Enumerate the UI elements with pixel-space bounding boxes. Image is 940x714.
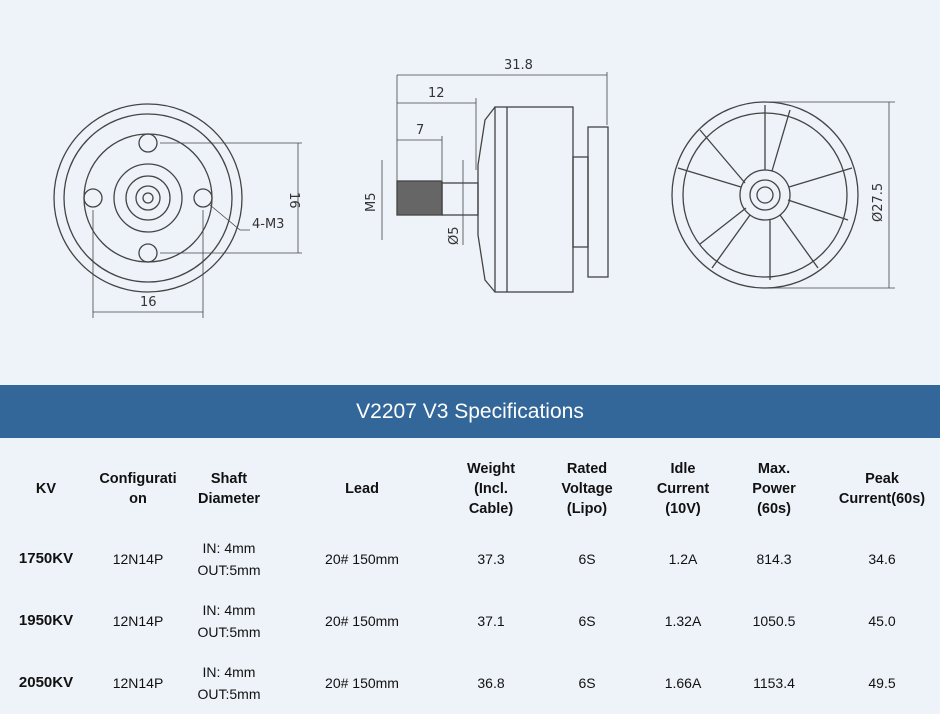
column-header: Max. Power (60s) <box>752 461 796 517</box>
shaft-out-value: OUT:5mm <box>197 562 261 578</box>
shaft-diameter-label: Ø5 <box>447 226 462 245</box>
column-header: Shaft Diameter <box>197 471 261 507</box>
shaft-in-value: IN: 4mm <box>202 540 256 556</box>
weight-cell: 36.8 <box>477 675 505 691</box>
top-view-drawing <box>671 101 895 289</box>
thread-label: M5 <box>364 193 379 213</box>
voltage-cell: 6S <box>578 551 596 567</box>
column-header: Idle Current (10V) <box>656 461 710 517</box>
side-view-drawing <box>381 72 609 293</box>
bell-diameter-label: Ø27.5 <box>871 183 886 222</box>
specifications-table: KV Configurati on Shaft Diameter Lead We… <box>0 450 940 714</box>
lead-cell: 20# 150mm <box>325 675 399 691</box>
shaft-cell: IN: 4mm OUT:5mm <box>184 528 274 590</box>
max-power-cell: 814.3 <box>756 551 792 567</box>
weight-cell: 37.1 <box>477 613 505 629</box>
kv-cell: 1950KV <box>18 612 74 629</box>
shaft-cell: IN: 4mm OUT:5mm <box>184 652 274 714</box>
table-header-row: KV Configurati on Shaft Diameter Lead We… <box>0 450 940 528</box>
idle-current-cell: 1.32A <box>664 613 702 629</box>
table-row: 2050KV 12N14P IN: 4mm OUT:5mm 20# 150mm 36.8 6… <box>0 652 940 714</box>
peak-current-cell: 34.6 <box>868 551 896 567</box>
column-header: KV <box>35 481 57 497</box>
max-power-cell: 1153.4 <box>753 675 795 691</box>
column-header: Rated Voltage (Lipo) <box>561 461 613 517</box>
thread-length-label: 7 <box>416 123 424 138</box>
column-header: Lead <box>345 481 379 497</box>
column-header: Peak Current(60s) <box>838 471 926 507</box>
shaft-length-label: 12 <box>428 86 445 101</box>
front-height-label: 16 <box>286 192 301 209</box>
overall-length-label: 31.8 <box>504 58 533 73</box>
holes-label: 4-M3 <box>252 217 284 232</box>
configuration-cell: 12N14P <box>112 675 164 691</box>
shaft-out-value: OUT:5mm <box>197 686 261 702</box>
voltage-cell: 6S <box>578 675 596 691</box>
peak-current-cell: 49.5 <box>868 675 896 691</box>
max-power-cell: 1050.5 <box>752 613 796 629</box>
shaft-cell: IN: 4mm OUT:5mm <box>184 590 274 652</box>
front-width-label: 16 <box>140 295 157 310</box>
kv-cell: 2050KV <box>18 674 74 691</box>
kv-cell: 1750KV <box>18 550 74 567</box>
specifications-title: V2207 V3 Specifications <box>0 385 940 438</box>
shaft-in-value: IN: 4mm <box>202 602 256 618</box>
lead-cell: 20# 150mm <box>325 551 399 567</box>
shaft-in-value: IN: 4mm <box>202 664 256 680</box>
peak-current-cell: 45.0 <box>868 613 896 629</box>
bottom-view-drawing <box>53 103 302 318</box>
idle-current-cell: 1.66A <box>664 675 702 691</box>
motor-dimension-drawings: 16 16 4-M3 31.8 12 7 M5 Ø5 Ø27.5 <box>53 58 895 318</box>
idle-current-cell: 1.2A <box>668 551 698 567</box>
column-header: Configurati on <box>99 471 177 507</box>
voltage-cell: 6S <box>578 613 596 629</box>
column-header: Weight (Incl. Cable) <box>466 461 516 517</box>
lead-cell: 20# 150mm <box>325 613 399 629</box>
table-row: 1750KV 12N14P IN: 4mm OUT:5mm 20# 150mm 37.3 6… <box>0 528 940 590</box>
configuration-cell: 12N14P <box>112 551 164 567</box>
shaft-out-value: OUT:5mm <box>197 624 261 640</box>
table-row: 1950KV 12N14P IN: 4mm OUT:5mm 20# 150mm 37.1 6… <box>0 590 940 652</box>
configuration-cell: 12N14P <box>112 613 164 629</box>
weight-cell: 37.3 <box>477 551 505 567</box>
